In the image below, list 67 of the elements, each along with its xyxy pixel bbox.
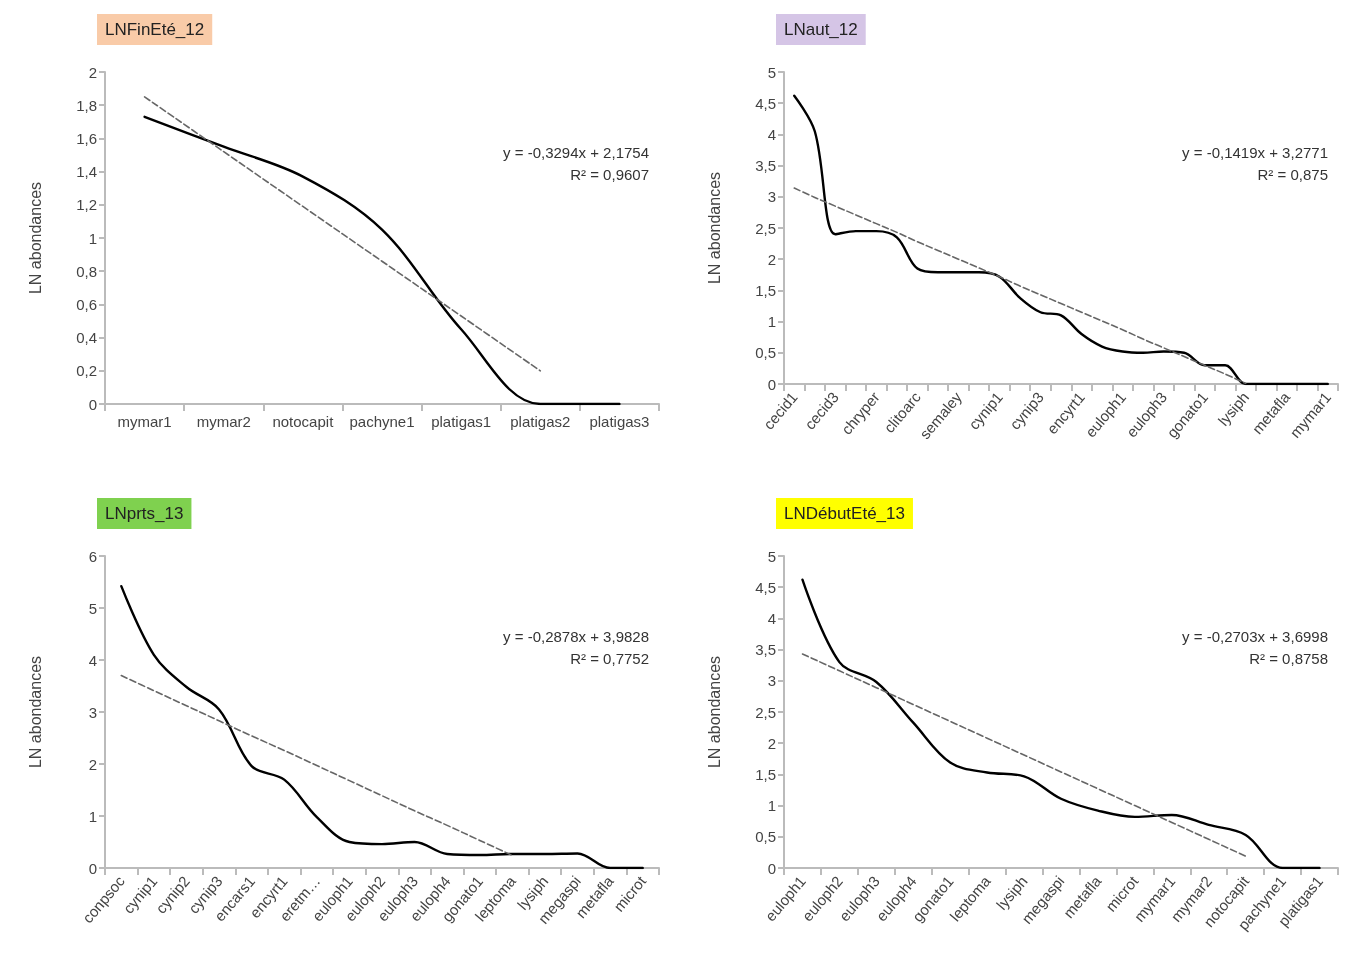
y-tick-label: 3: [767, 188, 776, 206]
chart-title: LNaut_12: [784, 20, 858, 39]
y-tick-label: 1: [88, 229, 97, 247]
y-tick-label: 1,2: [76, 196, 97, 214]
chart-title: LNFinEté_12: [105, 20, 205, 39]
y-axis-title: LN abondances: [705, 171, 723, 285]
x-tick-label: platigas2: [510, 413, 571, 430]
annotation: y = -0,3294x + 2,1754: [503, 144, 650, 161]
chart-title: LNprts_13: [105, 504, 184, 523]
y-tick-label: 0,4: [76, 329, 97, 347]
annotation: R² = 0,875: [1257, 166, 1328, 183]
y-tick-label: 4,5: [755, 578, 776, 596]
y-axis-title: LN abondances: [26, 181, 44, 295]
y-tick-label: 0,5: [755, 828, 776, 846]
y-tick-label: 4,5: [755, 94, 776, 112]
x-tick-label: pachyne1: [349, 413, 415, 430]
annotation: R² = 0,7752: [570, 650, 650, 667]
y-tick-label: 0: [88, 395, 97, 413]
y-tick-label: 1: [88, 807, 97, 825]
y-tick-label: 1,6: [76, 129, 97, 147]
y-tick-label: 1,5: [755, 765, 776, 783]
y-tick-label: 4: [767, 609, 776, 627]
y-tick-label: 5: [88, 599, 97, 617]
y-tick-label: 3: [767, 672, 776, 690]
y-tick-label: 3,5: [755, 641, 776, 659]
y-tick-label: 4: [88, 651, 97, 669]
annotation: y = -0,2878x + 3,9828: [503, 628, 650, 645]
y-axis-title: LN abondances: [705, 655, 723, 769]
annotation: y = -0,1419x + 3,2771: [1182, 144, 1329, 161]
x-tick-label: mymar2: [196, 413, 251, 430]
y-tick-label: 2,5: [755, 703, 776, 721]
y-tick-label: 3: [88, 703, 97, 721]
line-series: [793, 94, 1329, 386]
y-tick-label: 3,5: [755, 157, 776, 175]
y-tick-label: 1,8: [76, 96, 97, 114]
annotation: y = -0,2703x + 3,6998: [1182, 628, 1329, 645]
y-tick-label: 6: [88, 547, 97, 565]
y-tick-label: 4: [767, 125, 776, 143]
y-tick-label: 0,8: [76, 262, 97, 280]
y-tick-label: 1: [767, 797, 776, 815]
y-tick-label: 0: [88, 859, 97, 877]
x-tick-label: platigas1: [431, 413, 492, 430]
y-tick-label: 0,6: [76, 295, 97, 313]
y-tick-label: 1,4: [76, 163, 97, 181]
y-tick-label: 5: [767, 63, 776, 81]
line-series: [793, 187, 1247, 385]
annotation: R² = 0,8758: [1249, 650, 1329, 667]
y-tick-label: 5: [767, 547, 776, 565]
y-tick-label: 2: [767, 734, 776, 752]
y-tick-label: 0,2: [76, 362, 97, 380]
x-tick-label: mymar1: [117, 413, 172, 430]
y-axis-title: LN abondances: [26, 655, 44, 769]
line-series: [801, 653, 1247, 857]
annotation: R² = 0,9607: [570, 166, 650, 183]
y-tick-label: 0,5: [755, 344, 776, 362]
x-tick-label: notocapit: [272, 413, 335, 430]
x-tick-label: platigas3: [589, 413, 650, 430]
y-tick-label: 2,5: [755, 219, 776, 237]
chart-title: LNDébutEté_13: [784, 504, 905, 523]
y-tick-label: 1,5: [755, 281, 776, 299]
y-tick-label: 0: [767, 859, 776, 877]
y-tick-label: 2: [88, 755, 97, 773]
y-tick-label: 1: [767, 313, 776, 331]
y-tick-label: 2: [88, 63, 97, 81]
line-series: [120, 674, 514, 857]
y-tick-label: 2: [767, 250, 776, 268]
y-tick-label: 0: [767, 375, 776, 393]
